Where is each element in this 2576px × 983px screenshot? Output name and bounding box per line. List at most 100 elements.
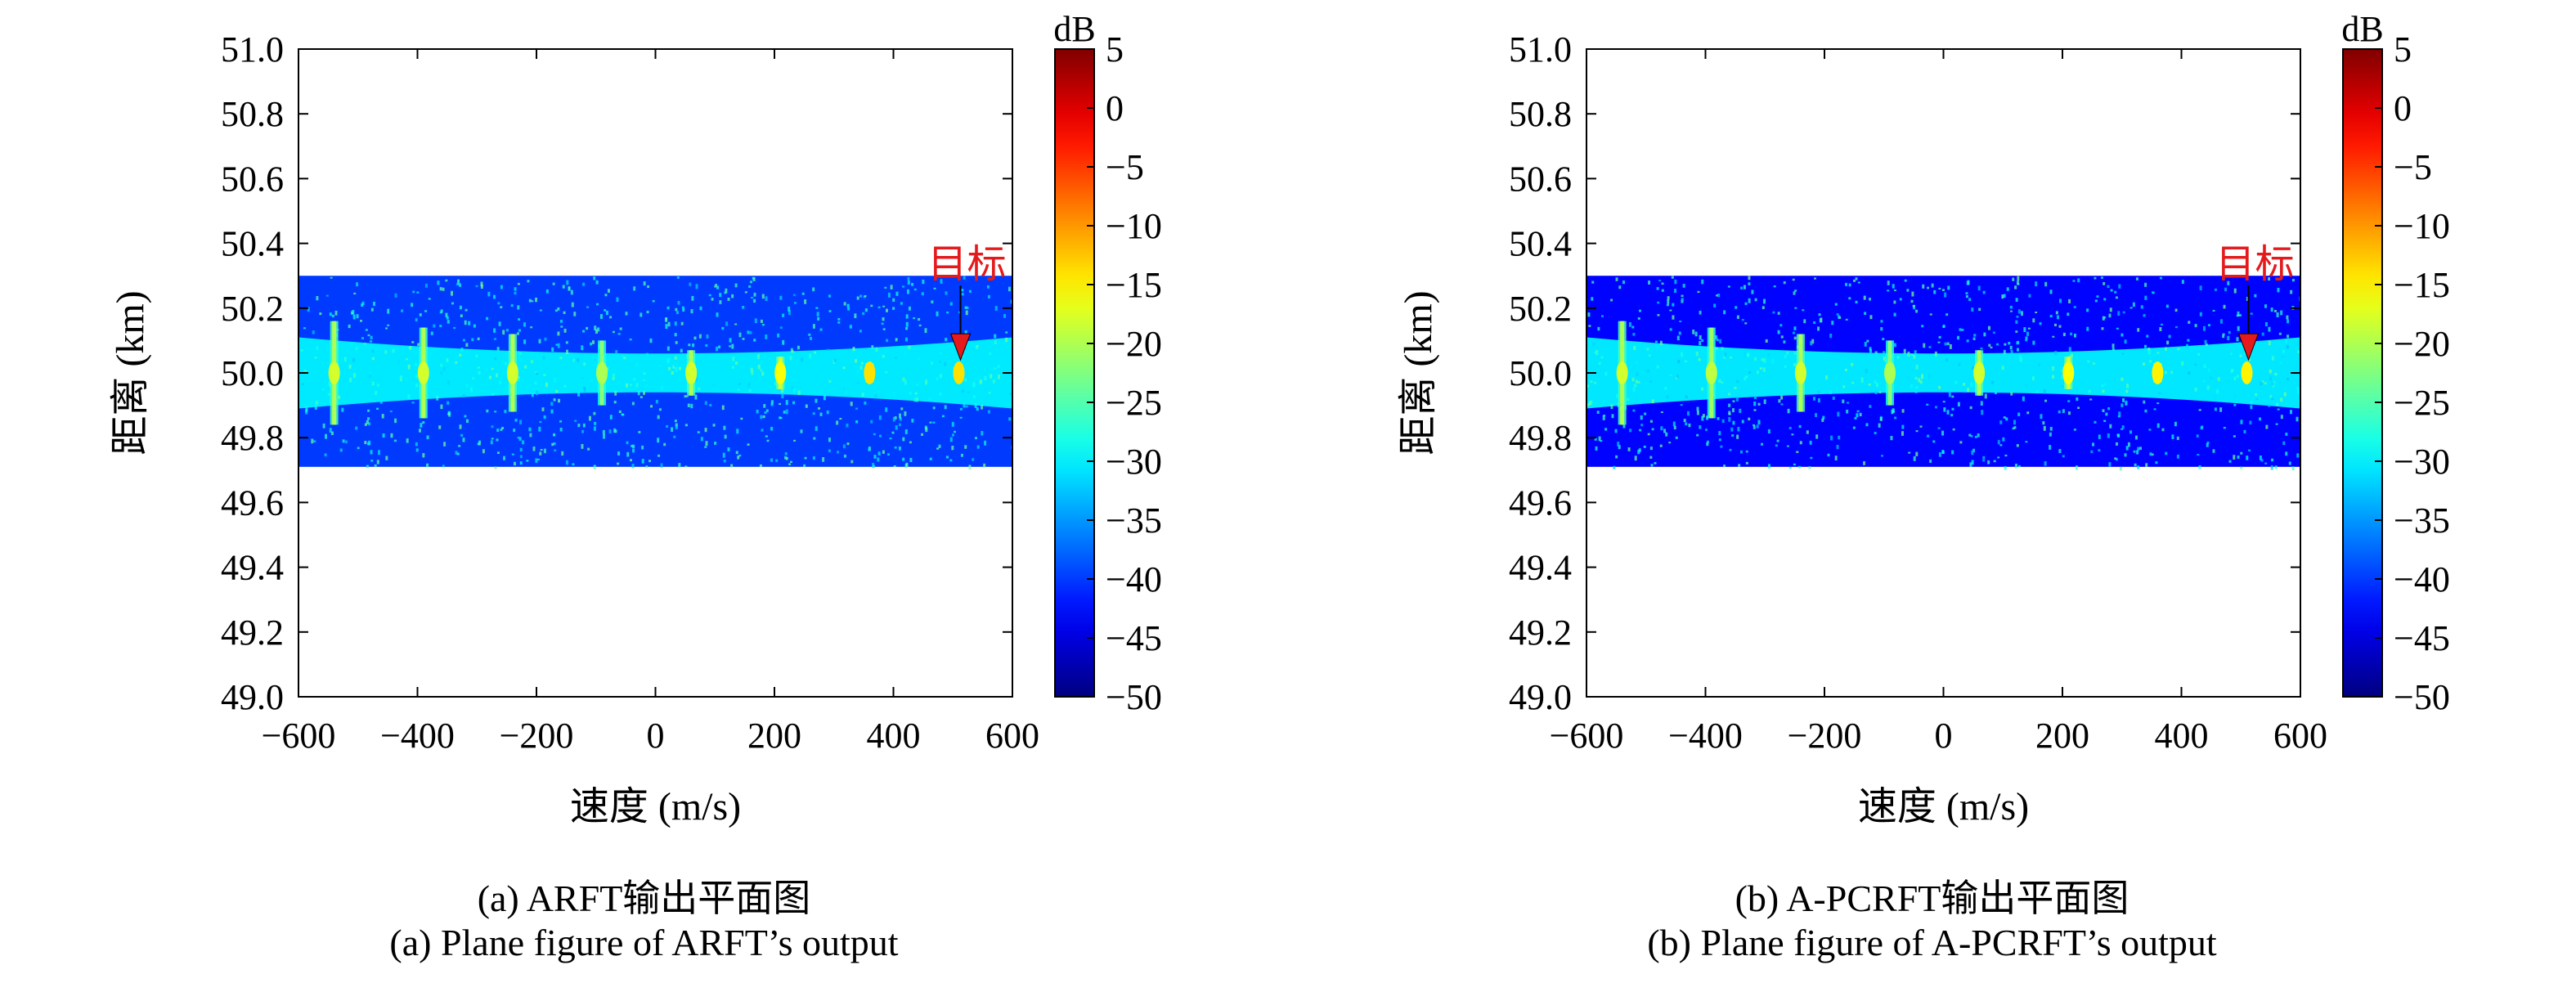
speckle-point — [486, 316, 489, 321]
speckle-point — [1727, 393, 1730, 396]
speckle-point — [764, 411, 767, 414]
speckle-point — [458, 445, 461, 447]
speckle-point — [1672, 315, 1675, 320]
caption-en-b: (b) Plane figure of A-PCRFT’s output — [1647, 922, 2217, 963]
speckle-point — [2159, 326, 2162, 331]
speckle-point — [2086, 308, 2089, 312]
speckle-point — [2170, 370, 2174, 375]
speckle-point — [442, 287, 445, 291]
speckle-point — [518, 352, 522, 355]
speckle-point — [1832, 396, 1835, 400]
speckle-point — [913, 397, 917, 402]
speckle-point — [2160, 323, 2163, 325]
y-tick-label: 49.2 — [1509, 613, 1572, 653]
speckle-point — [1914, 376, 1918, 380]
speckle-point — [1592, 342, 1595, 346]
colorbar-tick-label: −50 — [1106, 677, 1162, 717]
speckle-point — [1893, 290, 1896, 292]
speckle-point — [682, 308, 685, 312]
speckle-point — [2277, 288, 2280, 293]
speckle-point — [595, 280, 599, 285]
speckle-point — [2118, 411, 2121, 417]
speckle-point — [1632, 387, 1636, 392]
speckle-point — [1632, 409, 1636, 412]
speckle-point — [407, 364, 411, 370]
speckle-point — [606, 366, 609, 371]
speckle-point — [1651, 399, 1654, 404]
speckle-point — [905, 314, 909, 319]
speckle-point — [1971, 450, 1974, 456]
speckle-point — [2261, 380, 2264, 383]
speckle-point — [862, 312, 865, 315]
colorbar-tick-label: −25 — [1106, 383, 1162, 423]
speckle-point — [554, 309, 558, 312]
speckle-point — [2002, 437, 2005, 442]
speckle-point — [2015, 298, 2018, 302]
speckle-point — [329, 312, 332, 316]
speckle-point — [2151, 453, 2154, 456]
speckle-point — [617, 451, 621, 456]
speckle-point — [1928, 374, 1931, 379]
speckle-point — [543, 374, 546, 377]
speckle-point — [1941, 289, 1945, 292]
speckle-point — [2282, 349, 2286, 353]
speckle-point — [972, 383, 976, 388]
speckle-point — [902, 437, 905, 442]
speckle-point — [371, 349, 375, 353]
speckle-point — [2286, 344, 2289, 349]
speckle-point — [2003, 294, 2006, 298]
x-tick-label: 0 — [647, 716, 665, 756]
speckle-point — [593, 276, 596, 281]
speckle-point — [1794, 290, 1797, 292]
speckle-point — [989, 352, 992, 356]
speckle-point — [1706, 415, 1709, 420]
speckle-point — [1763, 399, 1766, 405]
speckle-point — [447, 320, 450, 324]
speckle-point — [2134, 463, 2137, 467]
speckle-point — [1745, 461, 1748, 465]
speckle-point — [1794, 307, 1797, 309]
speckle-point — [1740, 286, 1744, 290]
speckle-point — [443, 442, 447, 447]
speckle-point — [554, 449, 557, 451]
speckle-point — [1997, 440, 2000, 445]
target-annotation-label: 目标 — [2216, 243, 2295, 286]
speckle-point — [1595, 349, 1599, 352]
speckle-point — [2098, 449, 2101, 452]
speckle-point — [1913, 355, 1916, 359]
speckle-point — [2109, 424, 2112, 429]
x-tick-label: 200 — [2035, 716, 2089, 756]
speckle-point — [719, 293, 722, 297]
speckle-point — [2260, 381, 2263, 386]
speckle-point — [635, 383, 639, 388]
speckle-point — [571, 302, 574, 307]
speckle-point — [1932, 440, 1936, 443]
speckle-point — [2243, 429, 2246, 433]
speckle-point — [2038, 363, 2041, 366]
speckle-point — [1640, 424, 1644, 427]
speckle-point — [936, 311, 939, 316]
speckle-point — [604, 309, 607, 312]
speckle-point — [1692, 330, 1695, 334]
speckle-point — [1744, 352, 1747, 358]
speckle-point — [2118, 284, 2121, 289]
y-tick-label: 50.6 — [221, 159, 284, 199]
speckle-point — [816, 312, 819, 316]
speckle-point — [2287, 378, 2290, 381]
speckle-point — [625, 312, 628, 316]
speckle-point — [1952, 428, 1955, 431]
speckle-point — [602, 429, 605, 435]
speckle-point — [933, 287, 936, 290]
speckle-point — [353, 373, 357, 378]
speckle-point — [2168, 334, 2171, 339]
speckle-point — [892, 298, 895, 302]
speckle-point — [1938, 452, 1941, 457]
speckle-point — [1945, 313, 1949, 316]
speckle-point — [2137, 447, 2140, 451]
speckle-point — [338, 395, 341, 399]
speckle-point — [2249, 420, 2252, 424]
speckle-point — [517, 282, 520, 285]
speckle-point — [390, 433, 393, 438]
speckle-point — [1757, 420, 1761, 425]
speckle-point — [965, 310, 968, 316]
